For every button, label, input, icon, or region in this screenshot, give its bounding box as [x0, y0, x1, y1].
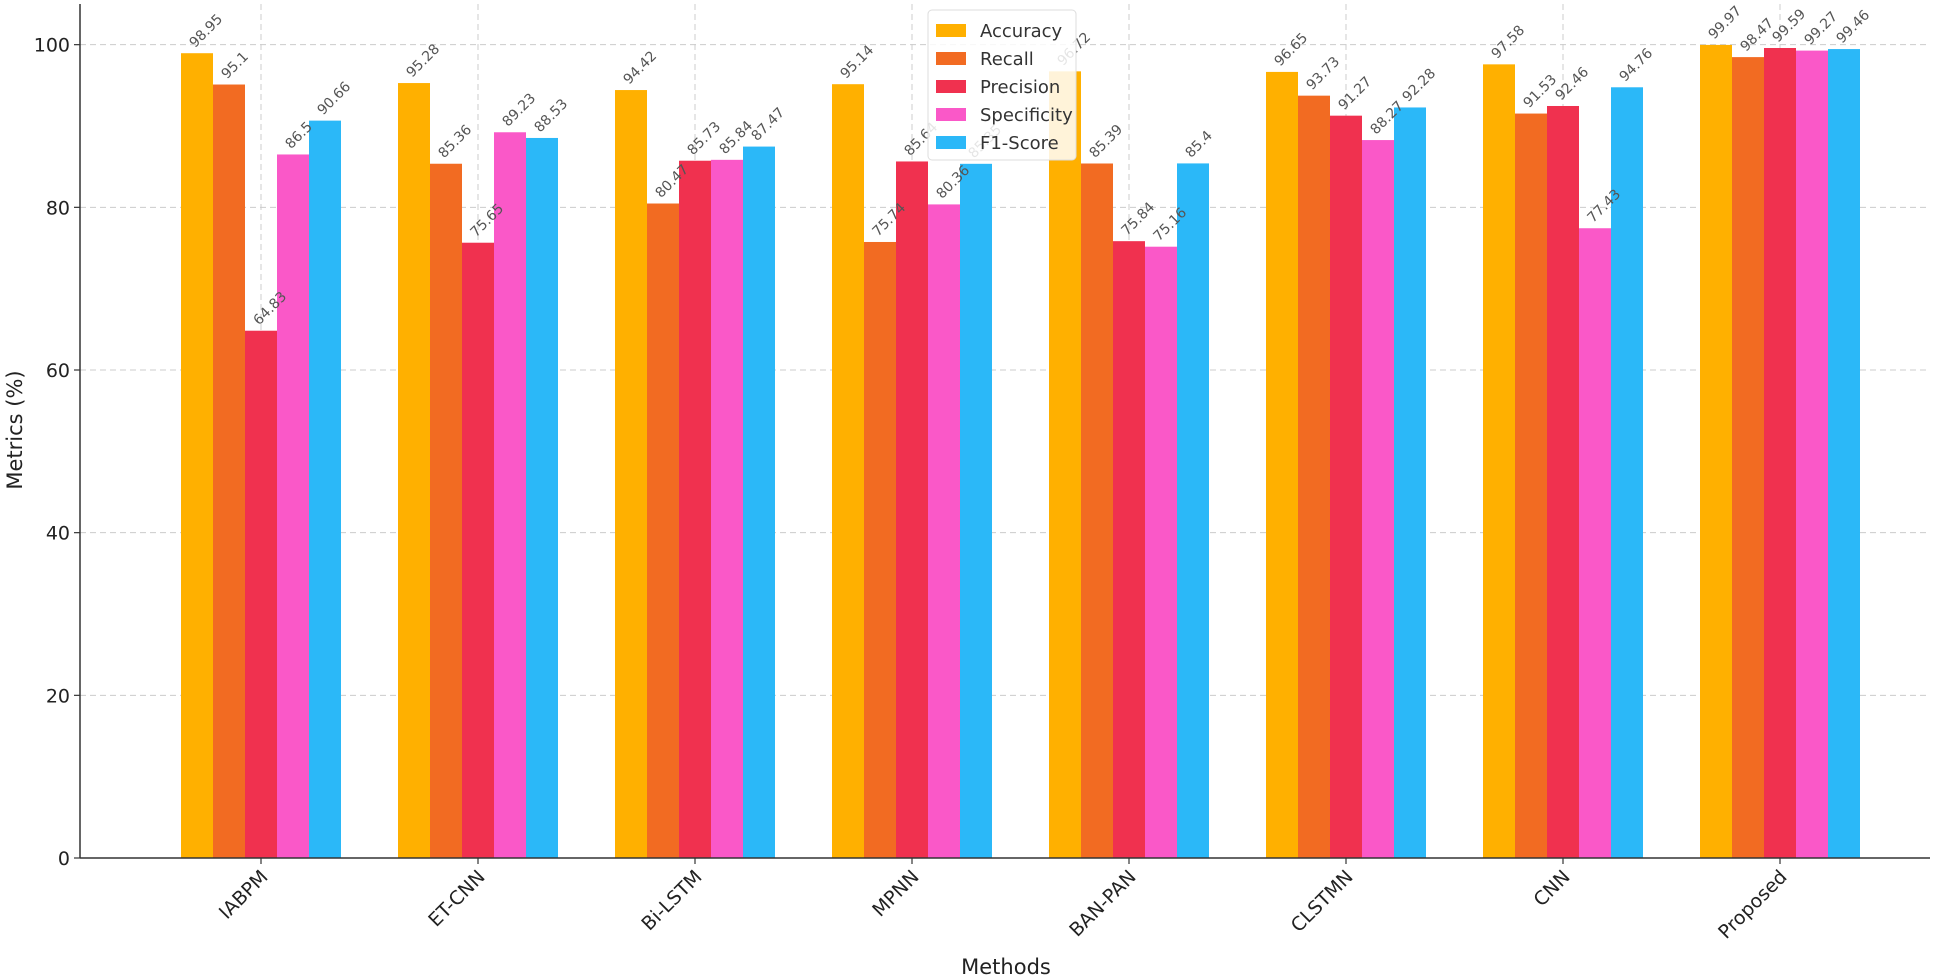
x-tick-label: IABPM: [215, 866, 273, 924]
bar-f1-score-proposed: [1828, 49, 1860, 859]
data-label: 85.36: [436, 122, 476, 162]
x-tick-label: CLSTMN: [1287, 866, 1358, 937]
bar-specificity-clstmn: [1362, 140, 1394, 858]
bars: [181, 44, 1860, 859]
x-axis-title: Methods: [961, 955, 1051, 978]
bar-accuracy-et-cnn: [398, 83, 430, 858]
data-label: 96.65: [1272, 30, 1312, 70]
data-label: 94.42: [621, 48, 661, 88]
bar-accuracy-iabpm: [181, 53, 213, 858]
bar-specificity-iabpm: [277, 154, 309, 858]
y-tick-label: 60: [46, 360, 70, 382]
bar-recall-mpnn: [864, 241, 896, 859]
legend-label: Precision: [980, 77, 1060, 98]
bar-recall-clstmn: [1298, 95, 1330, 859]
legend-label: Accuracy: [980, 21, 1063, 42]
bar-f1-score-ban-pan: [1177, 163, 1209, 858]
data-label: 99.97: [1706, 3, 1746, 43]
legend-swatch: [936, 108, 966, 121]
bar-recall-bi-lstm: [647, 203, 679, 858]
bar-f1-score-cnn: [1611, 87, 1643, 858]
bar-accuracy-bi-lstm: [615, 90, 647, 859]
bar-f1-score-mpnn: [960, 163, 992, 858]
bar-precision-mpnn: [896, 161, 928, 859]
bar-specificity-cnn: [1579, 228, 1611, 859]
x-tick-label: ET-CNN: [424, 866, 489, 931]
bar-specificity-bi-lstm: [711, 159, 743, 859]
data-label: 95.1: [219, 49, 252, 82]
y-tick-label: 80: [46, 197, 70, 219]
bar-precision-cnn: [1547, 105, 1579, 858]
y-tick-label: 20: [46, 685, 70, 707]
y-axis-title: Metrics (%): [3, 370, 27, 489]
legend-label: Specificity: [980, 105, 1073, 126]
data-label: 95.14: [838, 42, 878, 82]
bar-precision-iabpm: [245, 330, 277, 858]
data-label: 99.46: [1834, 7, 1874, 47]
bar-precision-et-cnn: [462, 242, 494, 859]
data-label: 85.73: [685, 119, 725, 159]
data-label: 99.27: [1802, 9, 1842, 49]
bar-precision-clstmn: [1330, 115, 1362, 859]
bar-f1-score-iabpm: [309, 120, 341, 858]
bar-f1-score-et-cnn: [526, 137, 558, 858]
bar-accuracy-mpnn: [832, 84, 864, 859]
data-label: 85.4: [1183, 128, 1216, 161]
data-label: 92.28: [1400, 66, 1440, 106]
bar-precision-ban-pan: [1113, 241, 1145, 859]
data-label: 90.66: [315, 79, 355, 119]
legend-swatch: [936, 24, 966, 37]
data-label: 95.28: [404, 41, 444, 81]
bar-specificity-proposed: [1796, 50, 1828, 858]
legend-swatch: [936, 136, 966, 149]
bar-f1-score-clstmn: [1394, 107, 1426, 859]
x-tick-label: MPNN: [868, 866, 923, 921]
x-tick-label: Proposed: [1714, 866, 1791, 943]
bar-specificity-ban-pan: [1145, 246, 1177, 858]
legend-box: [927, 9, 1077, 161]
bar-accuracy-proposed: [1700, 44, 1732, 859]
x-tick-label: BAN-PAN: [1065, 866, 1140, 941]
bar-accuracy-cnn: [1483, 64, 1515, 858]
legend-swatch: [936, 52, 966, 65]
bar-recall-ban-pan: [1081, 163, 1113, 859]
data-label: 94.76: [1617, 45, 1657, 85]
data-label: 87.47: [749, 105, 789, 145]
bar-recall-et-cnn: [430, 163, 462, 859]
legend-label: Recall: [980, 49, 1034, 70]
bar-accuracy-ban-pan: [1049, 71, 1081, 859]
data-label: 91.27: [1336, 74, 1376, 114]
data-label: 93.73: [1304, 54, 1344, 94]
bar-precision-proposed: [1764, 48, 1796, 858]
x-tick-label: CNN: [1529, 866, 1574, 911]
y-tick-label: 0: [58, 848, 70, 870]
bar-accuracy-clstmn: [1266, 71, 1298, 858]
data-label: 85.39: [1087, 122, 1127, 162]
x-tick-label: Bi-LSTM: [637, 866, 706, 935]
bar-precision-bi-lstm: [679, 160, 711, 858]
bar-recall-proposed: [1732, 57, 1764, 859]
bar-recall-iabpm: [213, 84, 245, 858]
legend: Accuracy Recall Precision Specificity F1-Sco…: [927, 9, 1077, 161]
data-label: 97.58: [1489, 23, 1529, 63]
bar-specificity-et-cnn: [494, 132, 526, 858]
legend-swatch: [936, 80, 966, 93]
bar-f1-score-bi-lstm: [743, 146, 775, 858]
bar-specificity-mpnn: [928, 204, 960, 858]
bar-recall-cnn: [1515, 113, 1547, 858]
y-tick-label: 100: [34, 35, 70, 57]
y-tick-label: 40: [46, 523, 70, 545]
legend-label: F1-Score: [980, 133, 1059, 154]
